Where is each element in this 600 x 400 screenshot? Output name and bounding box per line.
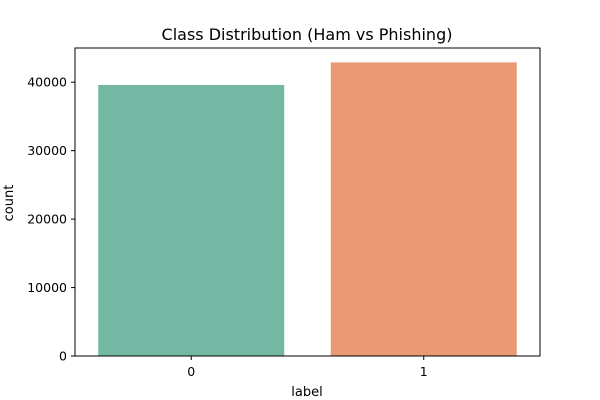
- plot-frame: [74, 47, 541, 357]
- chart-title: Class Distribution (Ham vs Phishing): [162, 25, 453, 44]
- y-tick-label: 30000: [27, 143, 67, 158]
- y-tick-label: 10000: [27, 280, 67, 295]
- y-axis-label: count: [2, 185, 17, 222]
- y-tick-label: 0: [59, 349, 67, 364]
- bar-0: [98, 84, 285, 357]
- x-tick-label: 1: [420, 364, 428, 379]
- y-tick-label: 40000: [27, 75, 67, 90]
- y-tick-label: 20000: [27, 212, 67, 227]
- bar-group: [98, 62, 517, 357]
- bar-1: [330, 62, 517, 357]
- y-axis-ticks: 0 10000 20000 30000 40000: [27, 75, 75, 364]
- x-axis-label: label: [291, 385, 322, 400]
- x-tick-label: 0: [187, 364, 195, 379]
